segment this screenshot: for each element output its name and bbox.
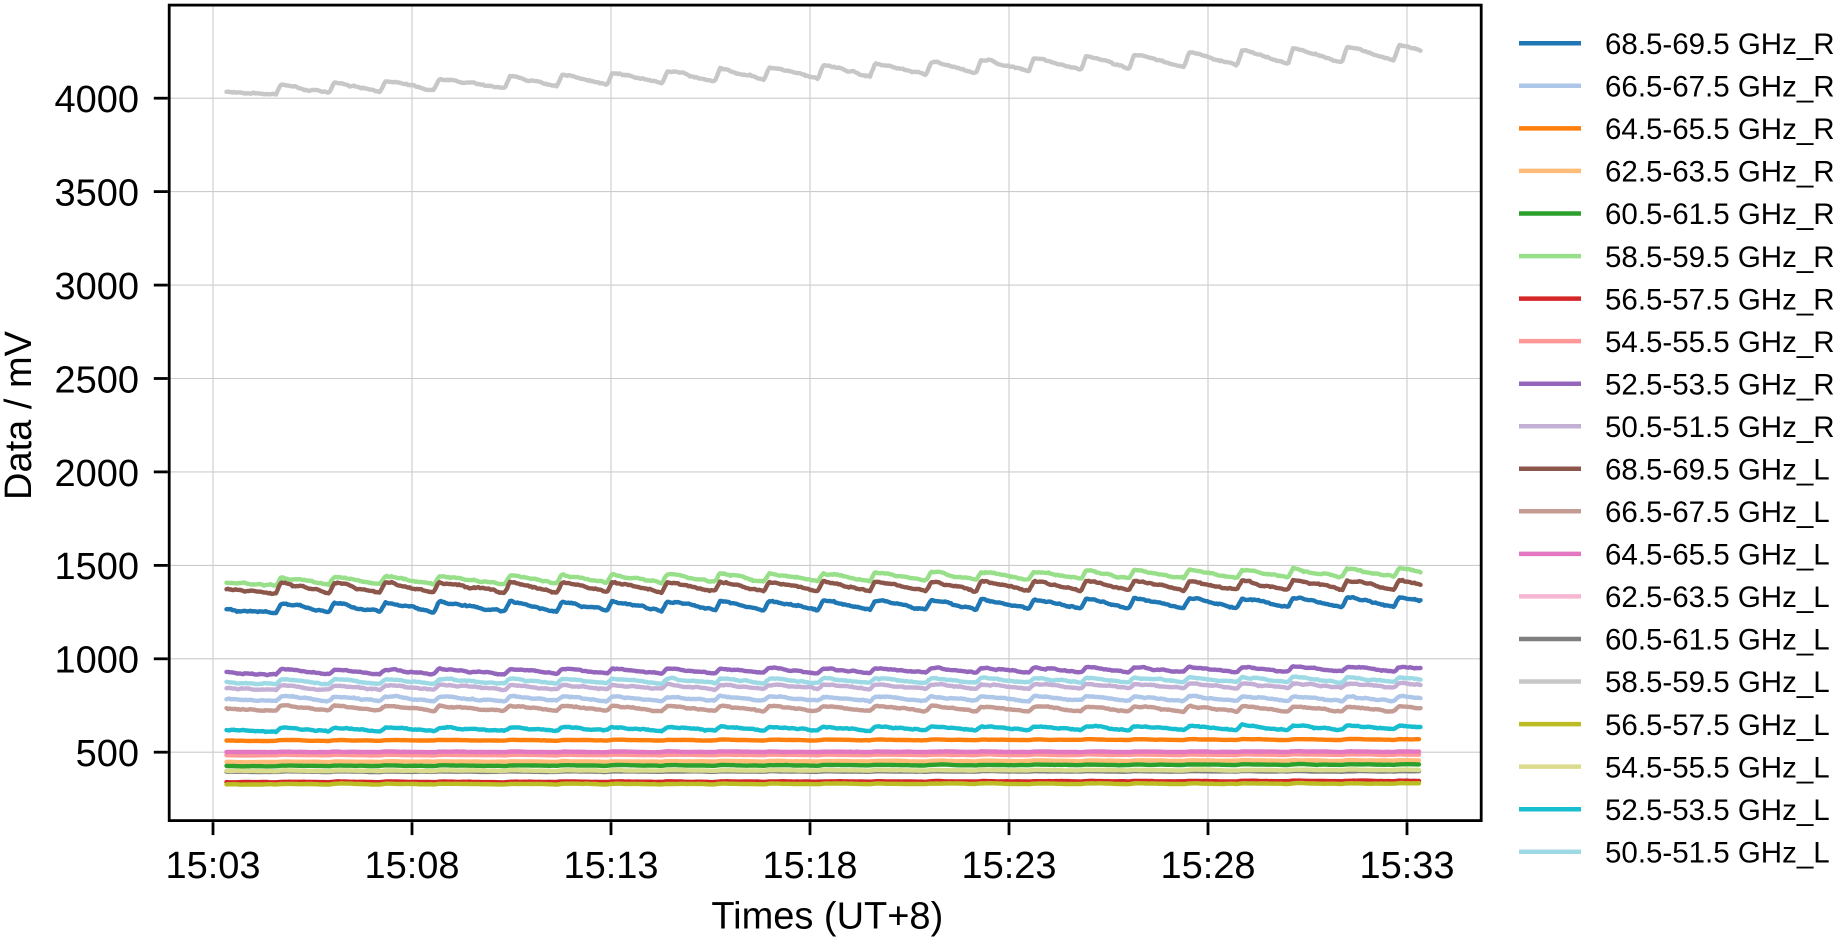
svg-text:62.5-63.5 GHz_R: 62.5-63.5 GHz_R [1605,156,1835,189]
svg-text:64.5-65.5 GHz_R: 64.5-65.5 GHz_R [1605,113,1835,146]
svg-text:60.5-61.5 GHz_L: 60.5-61.5 GHz_L [1605,624,1830,657]
svg-text:15:33: 15:33 [1359,845,1454,887]
svg-text:Times (UT+8): Times (UT+8) [711,896,943,938]
svg-text:15:18: 15:18 [762,845,857,887]
svg-text:66.5-67.5 GHz_L: 66.5-67.5 GHz_L [1605,496,1830,529]
svg-text:60.5-61.5 GHz_R: 60.5-61.5 GHz_R [1605,198,1835,231]
svg-text:54.5-55.5 GHz_R: 54.5-55.5 GHz_R [1605,326,1835,359]
svg-text:62.5-63.5 GHz_L: 62.5-63.5 GHz_L [1605,581,1830,614]
svg-text:56.5-57.5 GHz_R: 56.5-57.5 GHz_R [1605,283,1835,316]
svg-text:3500: 3500 [54,173,139,215]
svg-text:64.5-65.5 GHz_L: 64.5-65.5 GHz_L [1605,539,1830,572]
svg-text:Data / mV: Data / mV [0,330,40,500]
svg-text:52.5-53.5 GHz_L: 52.5-53.5 GHz_L [1605,794,1830,827]
svg-text:2000: 2000 [54,453,139,495]
svg-text:68.5-69.5 GHz_R: 68.5-69.5 GHz_R [1605,28,1835,61]
svg-text:50.5-51.5 GHz_R: 50.5-51.5 GHz_R [1605,411,1835,444]
svg-text:58.5-59.5 GHz_L: 58.5-59.5 GHz_L [1605,666,1830,699]
svg-text:52.5-53.5 GHz_R: 52.5-53.5 GHz_R [1605,368,1835,401]
svg-text:3000: 3000 [54,266,139,308]
svg-text:56.5-57.5 GHz_L: 56.5-57.5 GHz_L [1605,709,1830,742]
svg-text:15:03: 15:03 [165,845,260,887]
svg-text:58.5-59.5 GHz_R: 58.5-59.5 GHz_R [1605,241,1835,274]
svg-text:66.5-67.5 GHz_R: 66.5-67.5 GHz_R [1605,71,1835,104]
svg-text:15:08: 15:08 [364,845,459,887]
svg-text:54.5-55.5 GHz_L: 54.5-55.5 GHz_L [1605,751,1830,784]
svg-text:15:23: 15:23 [961,845,1056,887]
svg-text:1000: 1000 [54,640,139,682]
svg-text:50.5-51.5 GHz_L: 50.5-51.5 GHz_L [1605,836,1830,869]
svg-text:500: 500 [76,733,139,775]
svg-text:15:28: 15:28 [1160,845,1255,887]
svg-text:68.5-69.5 GHz_L: 68.5-69.5 GHz_L [1605,454,1830,487]
svg-text:15:13: 15:13 [563,845,658,887]
svg-text:2500: 2500 [54,359,139,401]
svg-text:1500: 1500 [54,546,139,588]
svg-text:4000: 4000 [54,79,139,121]
